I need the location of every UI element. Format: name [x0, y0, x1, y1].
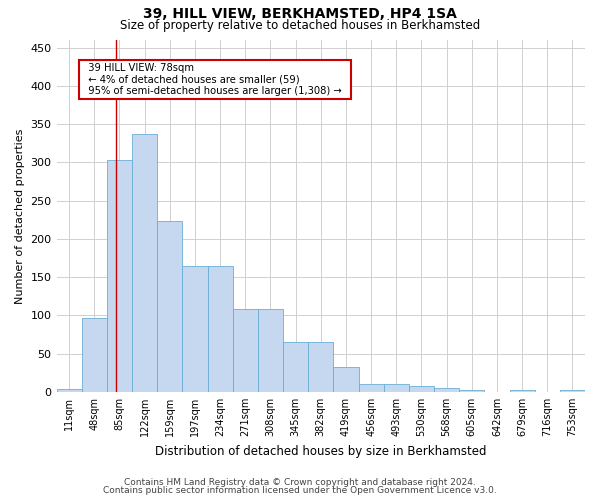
Bar	[233, 308, 258, 392]
Bar	[258, 308, 283, 392]
Bar	[383, 384, 409, 392]
Y-axis label: Number of detached properties: Number of detached properties	[15, 128, 25, 304]
Bar	[434, 388, 459, 392]
Bar	[157, 220, 182, 392]
Bar	[208, 266, 233, 392]
Text: Contains public sector information licensed under the Open Government Licence v3: Contains public sector information licen…	[103, 486, 497, 495]
Text: 39 HILL VIEW: 78sqm
  ← 4% of detached houses are smaller (59)
  95% of semi-det: 39 HILL VIEW: 78sqm ← 4% of detached hou…	[82, 63, 348, 96]
Bar	[334, 368, 359, 392]
Bar	[560, 390, 585, 392]
Bar	[459, 390, 484, 392]
Bar	[283, 342, 308, 392]
Bar	[308, 342, 334, 392]
Bar	[56, 389, 82, 392]
Bar	[107, 160, 132, 392]
Text: Contains HM Land Registry data © Crown copyright and database right 2024.: Contains HM Land Registry data © Crown c…	[124, 478, 476, 487]
Bar	[82, 318, 107, 392]
Text: 39, HILL VIEW, BERKHAMSTED, HP4 1SA: 39, HILL VIEW, BERKHAMSTED, HP4 1SA	[143, 8, 457, 22]
Text: Size of property relative to detached houses in Berkhamsted: Size of property relative to detached ho…	[120, 19, 480, 32]
Bar	[509, 390, 535, 392]
Bar	[359, 384, 383, 392]
Bar	[132, 134, 157, 392]
Bar	[409, 386, 434, 392]
X-axis label: Distribution of detached houses by size in Berkhamsted: Distribution of detached houses by size …	[155, 444, 487, 458]
Bar	[182, 266, 208, 392]
